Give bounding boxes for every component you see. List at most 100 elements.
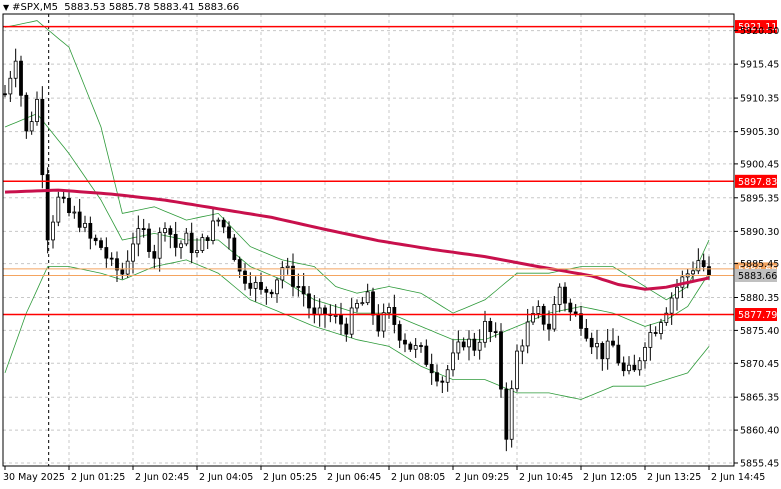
candle-body (403, 339, 407, 345)
x-tick-label: 2 Jun 06:45 (327, 472, 381, 483)
candle (451, 339, 455, 377)
candle-body (216, 219, 221, 222)
candle-body (152, 251, 157, 259)
candle (493, 322, 498, 338)
candle-body (67, 197, 71, 213)
candle (525, 308, 530, 354)
candle-body (520, 345, 525, 352)
candle-body (419, 345, 423, 347)
plot-frame (2, 13, 735, 467)
candle (61, 189, 66, 204)
candle-body (45, 174, 50, 241)
candle (77, 198, 82, 233)
moving-average (4, 188, 710, 291)
candle-body (435, 372, 439, 382)
candle (701, 253, 706, 272)
candle-body (349, 307, 354, 335)
y-tick-label: 5885.45 (740, 259, 779, 270)
dropdown-triangle-icon[interactable]: ▼ (3, 3, 10, 12)
candle (696, 248, 701, 275)
y-tick-label: 5915.45 (740, 60, 779, 71)
candle-body (285, 265, 290, 269)
candle (248, 272, 253, 296)
candle (88, 216, 93, 250)
candle-body (600, 343, 605, 360)
candle-body (424, 345, 429, 365)
current-price-label: 5883.66 (738, 271, 777, 282)
candle-body (253, 282, 258, 289)
candle (397, 320, 402, 349)
candle (221, 217, 226, 234)
ma-line (4, 188, 710, 291)
candle-body (120, 269, 125, 275)
candle (35, 91, 39, 126)
candle (109, 252, 114, 266)
candle (360, 296, 365, 306)
candle (200, 233, 205, 253)
y-tick-label: 5895.35 (740, 193, 779, 204)
candle (179, 240, 183, 259)
level-tag (735, 174, 777, 188)
bollinger-upper (4, 20, 710, 314)
candle-body (643, 346, 647, 362)
candle-body (392, 307, 397, 325)
candle-body (35, 98, 39, 123)
level-label: 5877.79 (738, 310, 777, 321)
candle-body (669, 297, 674, 314)
candle-body (29, 121, 34, 132)
candle (653, 326, 658, 337)
candle-body (99, 240, 103, 248)
y-tick-label: 5880.35 (740, 293, 779, 304)
candle (195, 238, 199, 258)
candle-body (301, 286, 306, 295)
symbol-label: #SPX,M5 (12, 2, 58, 13)
candle (445, 365, 450, 392)
candle (147, 223, 151, 258)
candle (301, 272, 306, 307)
candle (707, 256, 711, 280)
candle-body (189, 232, 194, 254)
candle-body (61, 196, 66, 199)
candle (275, 277, 279, 303)
candle (365, 283, 370, 306)
candle-body (568, 302, 573, 313)
candle-body (573, 311, 578, 315)
candle (8, 70, 13, 102)
candle (659, 318, 663, 340)
candle-body (269, 291, 274, 295)
candle (296, 273, 301, 297)
candle (120, 262, 125, 280)
candle-body (40, 98, 45, 176)
candle (424, 339, 429, 367)
y-tick-label: 5875.40 (740, 326, 779, 337)
candle (72, 205, 77, 219)
x-tick-label: 2 Jun 09:25 (455, 472, 509, 483)
candle (184, 227, 189, 247)
candle (419, 342, 423, 353)
level-label: 5897.83 (738, 177, 777, 188)
candle-body (115, 258, 119, 271)
candle (232, 234, 237, 262)
y-tick-label: 5890.30 (740, 227, 779, 238)
candle (568, 298, 573, 321)
x-tick-label: 2 Jun 14:45 (711, 472, 765, 483)
candle (440, 376, 445, 394)
candle-body (195, 250, 199, 254)
candle (371, 287, 375, 325)
candle-body (371, 291, 375, 316)
level-label: 5921.11 (738, 22, 777, 33)
candle-body (3, 93, 7, 96)
candle-body (488, 320, 493, 332)
y-tick-label: 5905.30 (740, 127, 779, 138)
candle-body (291, 265, 295, 287)
candle (632, 354, 637, 372)
candle (163, 222, 167, 242)
y-tick-label: 5900.45 (740, 159, 779, 170)
candle (93, 234, 98, 246)
candle (669, 292, 674, 325)
candle-body (701, 260, 706, 268)
x-tick-label: 30 May 2025 (3, 472, 65, 483)
candle-body (125, 260, 130, 275)
candle-body (557, 286, 562, 305)
